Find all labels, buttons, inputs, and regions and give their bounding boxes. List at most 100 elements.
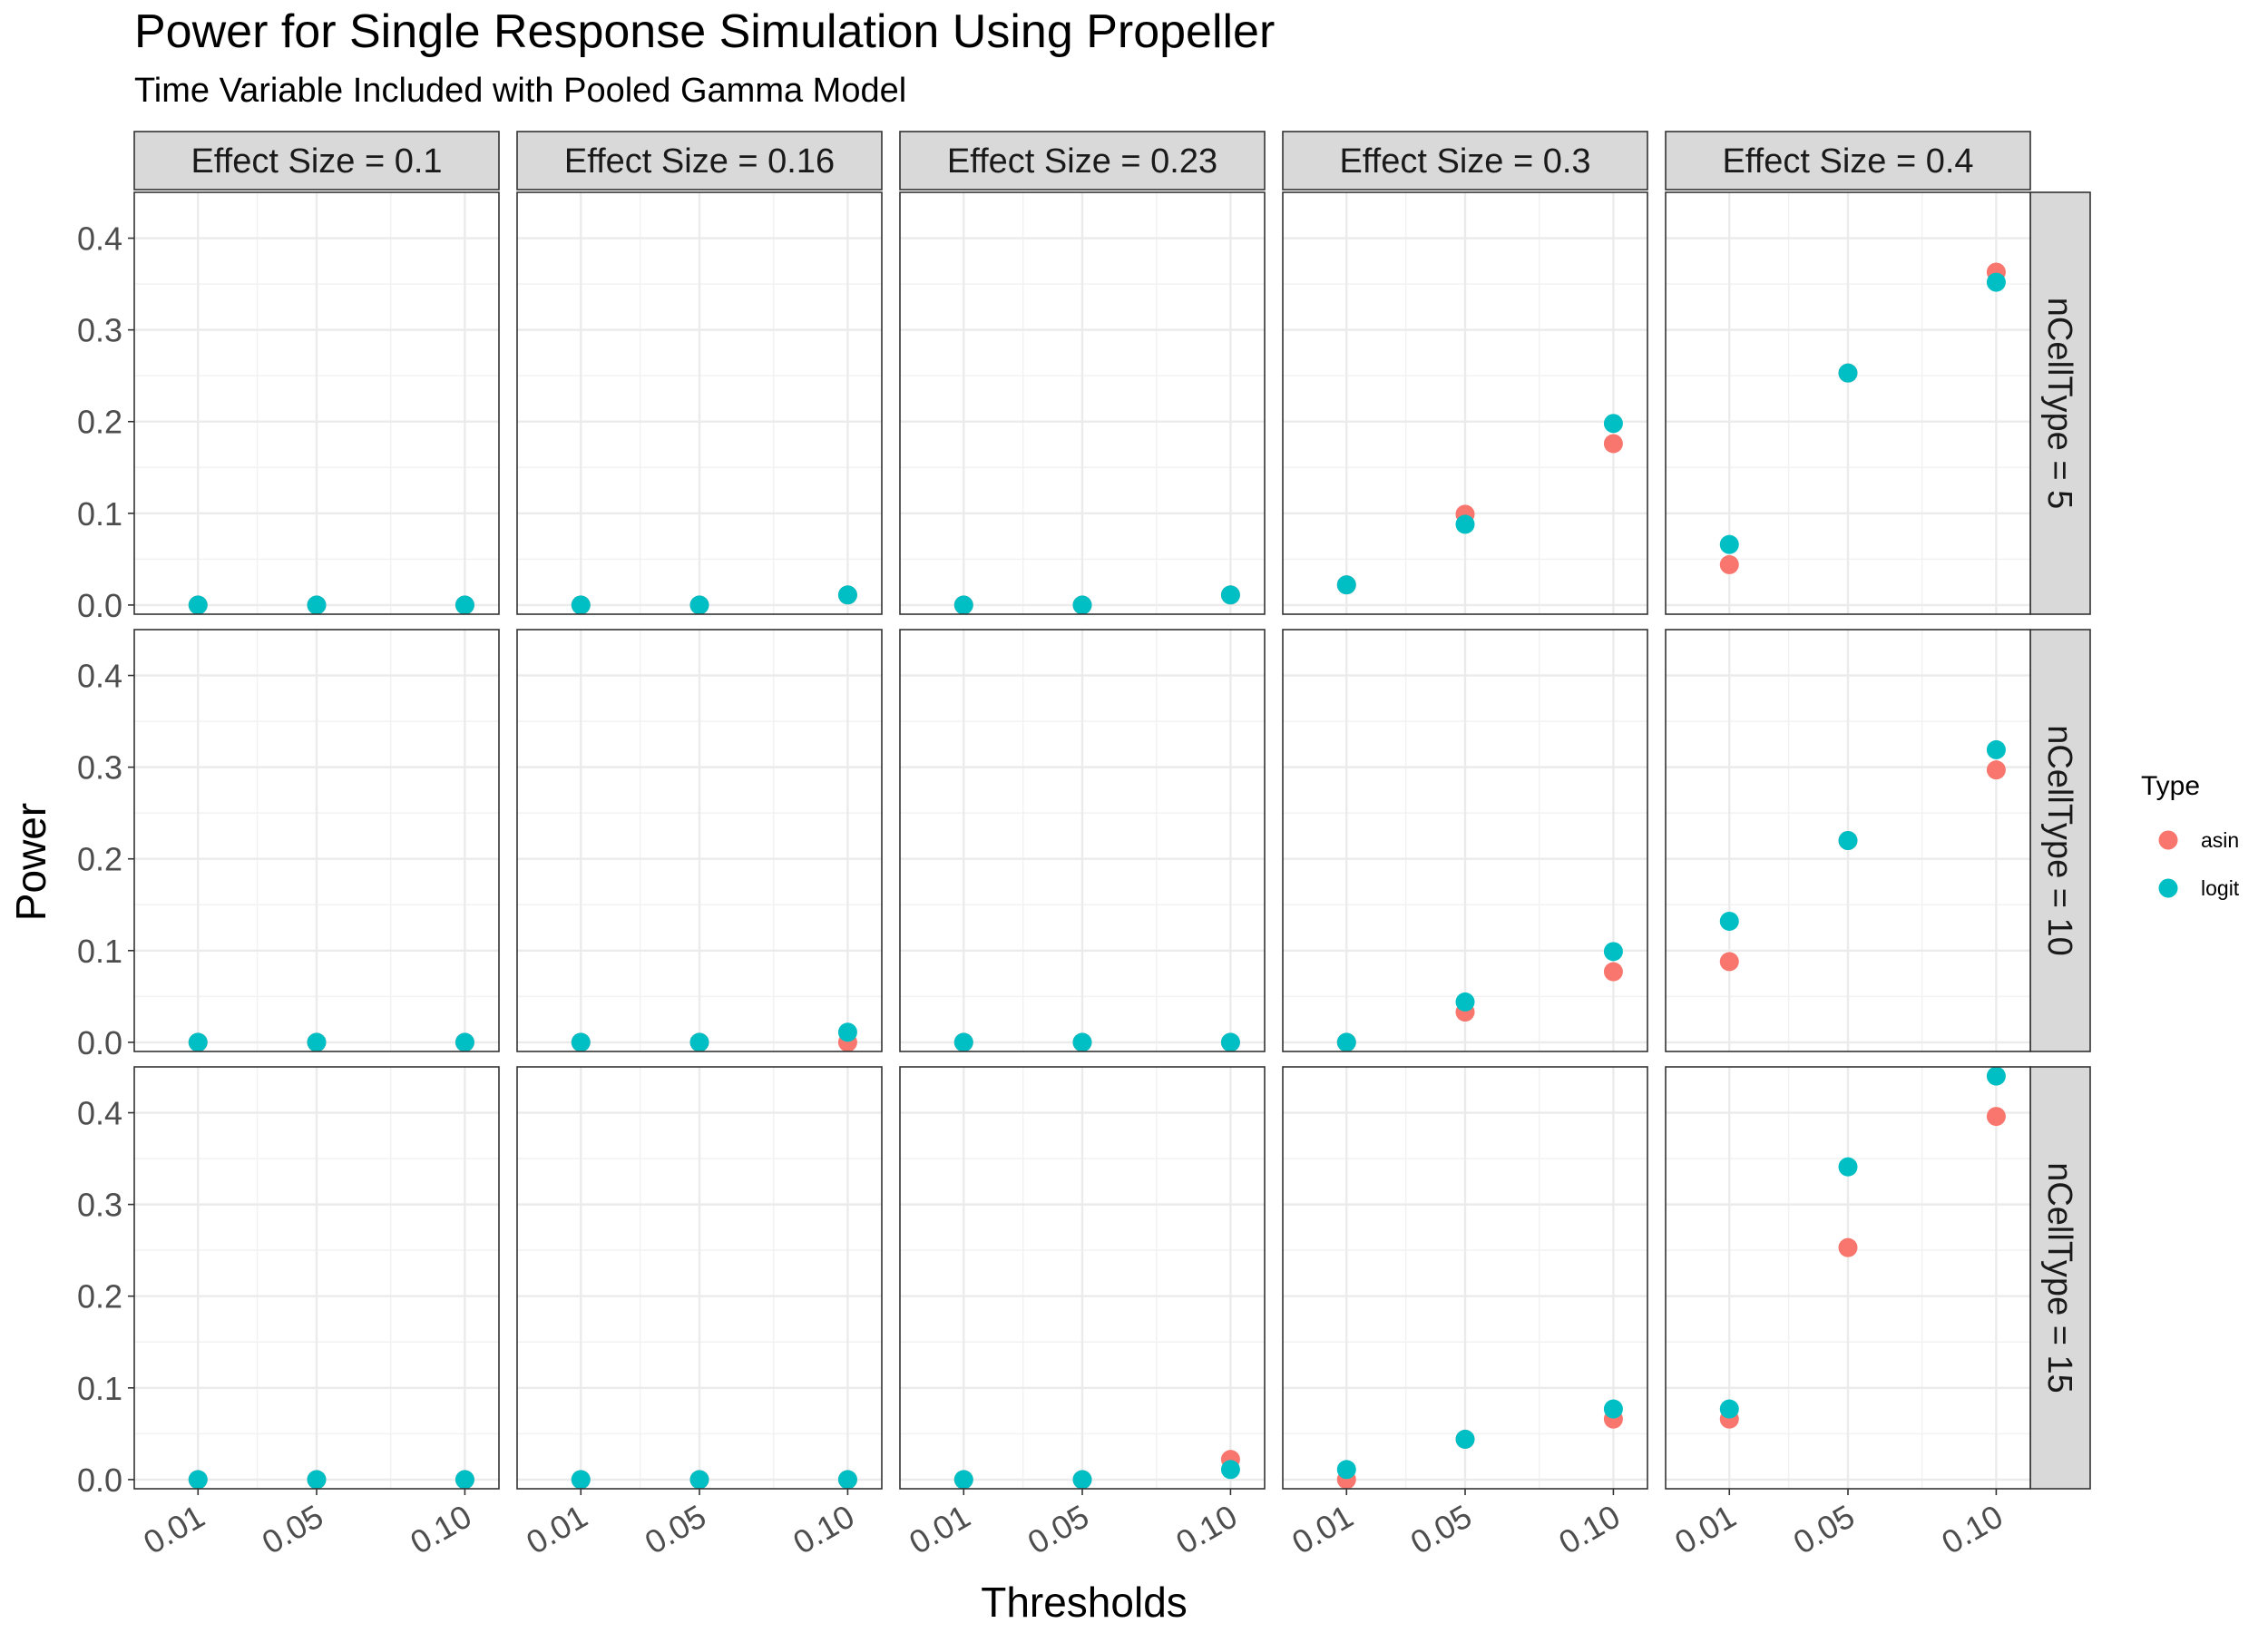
facet-strip-row-label: nCellType = 5: [2040, 298, 2078, 509]
data-point-logit: [1336, 1032, 1356, 1052]
x-tick-label: 0.10: [1169, 1497, 1243, 1561]
y-tick-label: 0.3: [77, 1187, 122, 1224]
x-tick-label: 0.05: [256, 1497, 329, 1561]
x-tick-label: 0.05: [1787, 1497, 1861, 1561]
data-point-logit: [1986, 272, 2006, 292]
x-tick-label: 0.01: [520, 1497, 593, 1561]
data-point-logit: [307, 1032, 327, 1052]
y-tick-label: 0.0: [77, 1462, 122, 1499]
data-point-asin: [1838, 1237, 1858, 1257]
data-point-logit: [1838, 1157, 1858, 1177]
y-tick-label: 0.4: [77, 658, 122, 695]
facet-strip-row: [2029, 629, 2091, 1052]
panel-border: [899, 191, 1266, 615]
panel-border: [133, 629, 500, 1052]
x-tick-label: 0.01: [903, 1497, 976, 1561]
data-point-logit: [953, 595, 973, 615]
y-tick-label: 0.4: [77, 1095, 122, 1132]
legend: Type asin logit: [2141, 771, 2240, 900]
data-point-logit: [455, 595, 474, 615]
data-point-logit: [1986, 739, 2006, 759]
facet-strip-col: [516, 131, 883, 191]
data-point-logit: [953, 1032, 973, 1052]
x-tick-label: 0.05: [1404, 1497, 1478, 1561]
data-point-asin: [1986, 760, 2006, 780]
data-point-logit: [837, 1022, 857, 1042]
facet-panels: Effect Size = 0.1 Effect Size = 0.16 Effec…: [77, 131, 2091, 1561]
data-point-logit: [1455, 1429, 1475, 1449]
x-tick-label: 0.05: [1022, 1497, 1095, 1561]
legend-label-logit: logit: [2201, 876, 2240, 900]
legend-label-asin: asin: [2201, 828, 2239, 852]
y-tick-label: 0.3: [77, 312, 122, 349]
data-point-logit: [188, 1032, 208, 1052]
facet-strip-col-label: Effect Size = 0.1: [191, 142, 442, 181]
data-point-logit: [689, 1470, 709, 1490]
panel-border: [1282, 191, 1648, 615]
data-point-logit: [1072, 1032, 1092, 1052]
legend-title: Type: [2141, 771, 2200, 801]
data-point-logit: [689, 595, 709, 615]
data-point-logit: [837, 585, 857, 605]
facet-strip-col: [899, 131, 1266, 191]
data-point-logit: [1603, 1399, 1623, 1419]
data-point-logit: [1838, 363, 1858, 383]
y-tick-label: 0.2: [77, 841, 122, 878]
data-point-logit: [571, 1470, 591, 1490]
facet-strip-col-label: Effect Size = 0.4: [1722, 142, 1973, 181]
data-point-logit: [1220, 1460, 1240, 1480]
data-point-logit: [307, 595, 327, 615]
x-tick-label: 0.05: [639, 1497, 712, 1561]
data-point-logit: [1838, 831, 1858, 850]
panel-border: [516, 191, 883, 615]
data-point-logit: [1719, 534, 1739, 554]
y-tick-label: 0.1: [77, 933, 122, 970]
data-point-logit: [689, 1032, 709, 1052]
data-point-logit: [571, 1032, 591, 1052]
legend-key-logit: [2158, 878, 2178, 898]
data-point-logit: [188, 595, 208, 615]
y-tick-label: 0.1: [77, 1370, 122, 1407]
data-point-logit: [1220, 1032, 1240, 1052]
data-point-logit: [1336, 575, 1356, 595]
x-tick-label: 0.10: [1552, 1497, 1626, 1561]
data-point-logit: [1455, 992, 1475, 1012]
y-tick-label: 0.2: [77, 1278, 122, 1315]
data-point-logit: [455, 1032, 474, 1052]
facet-strip-col-label: Effect Size = 0.3: [1339, 142, 1590, 181]
panel-border: [1665, 191, 2031, 615]
facet-strip-col: [133, 131, 500, 191]
x-tick-label: 0.10: [787, 1497, 860, 1561]
y-tick-label: 0.0: [77, 587, 122, 624]
y-tick-label: 0.1: [77, 495, 122, 533]
panel-border: [133, 191, 500, 615]
facet-strip-row-label: nCellType = 10: [2040, 725, 2078, 956]
facet-strip-col: [1665, 131, 2031, 191]
y-tick-label: 0.4: [77, 220, 122, 258]
panel-border: [516, 629, 883, 1052]
x-tick-label: 0.01: [1668, 1497, 1742, 1561]
y-tick-label: 0.0: [77, 1024, 122, 1061]
facet-strip-col: [1282, 131, 1648, 191]
data-point-logit: [1336, 1460, 1356, 1480]
data-point-logit: [1986, 1066, 2006, 1086]
data-point-logit: [1072, 595, 1092, 615]
x-tick-label: 0.10: [404, 1497, 477, 1561]
facet-strip-row: [2029, 191, 2091, 615]
data-point-logit: [307, 1470, 327, 1490]
chart-subtitle: Time Variable Included with Pooled Gamma…: [134, 72, 906, 110]
data-point-logit: [1603, 414, 1623, 434]
data-point-logit: [1455, 514, 1475, 534]
data-point-logit: [1220, 585, 1240, 605]
data-point-logit: [1719, 911, 1739, 931]
panel-border: [899, 629, 1266, 1052]
x-tick-label: 0.10: [1935, 1497, 2009, 1561]
data-point-logit: [953, 1470, 973, 1490]
x-tick-label: 0.01: [1286, 1497, 1359, 1561]
y-tick-label: 0.3: [77, 749, 122, 787]
data-point-asin: [1603, 962, 1623, 982]
y-tick-label: 0.2: [77, 404, 122, 441]
data-point-logit: [188, 1470, 208, 1490]
panel-border: [1282, 629, 1648, 1052]
